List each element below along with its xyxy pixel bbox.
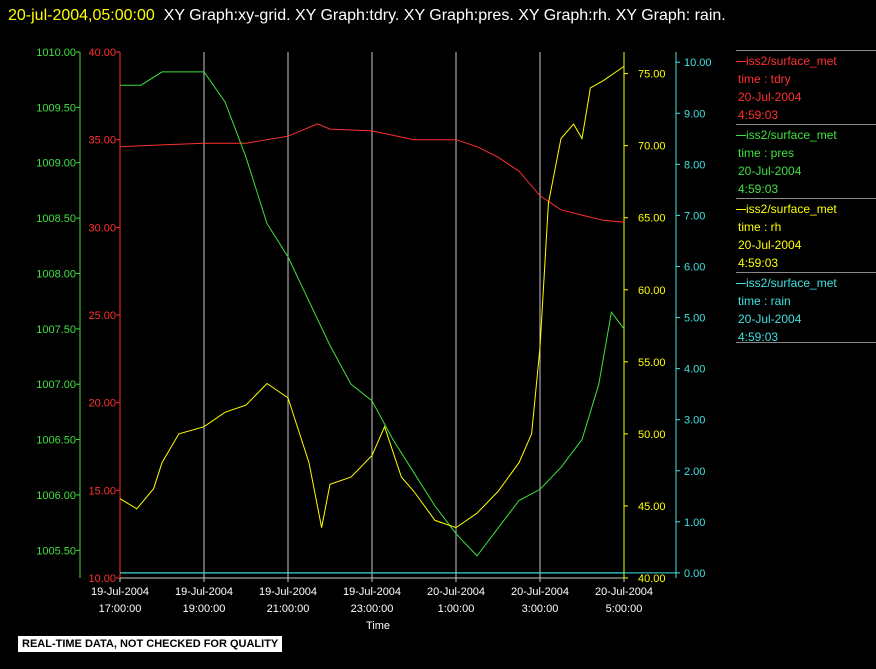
x-tick-label-time: 3:00:00 [522, 603, 559, 615]
x-tick-label-date: 20-Jul-2004 [511, 586, 569, 598]
tdry-tick-label: 15.00 [88, 485, 116, 497]
pres-tick-label: 1007.00 [36, 379, 76, 391]
tdry-tick-label: 20.00 [88, 398, 116, 410]
legend-series-time: 4:59:03 [738, 182, 779, 196]
x-tick-label-date: 19-Jul-2004 [259, 586, 317, 598]
series-line-pres [120, 71, 625, 557]
legend-series-time: 4:59:03 [738, 256, 779, 270]
tdry-tick-label: 40.00 [88, 47, 116, 59]
legend-entry-rain: iss2/surface_met time : rain 20-Jul-2004… [736, 272, 876, 344]
pres-tick-label: 1006.50 [36, 435, 76, 447]
x-tick-label-time: 5:00:00 [606, 603, 643, 615]
tdry-tick-label: 10.00 [88, 573, 116, 585]
x-tick-label-date: 19-Jul-2004 [175, 586, 233, 598]
legend-series-name: iss2/surface_met [736, 52, 876, 70]
legend-series-name: iss2/surface_met [736, 200, 876, 218]
legend: iss2/surface_met time : tdry 20-Jul-2004… [736, 50, 876, 344]
legend-series-var: time : pres [738, 146, 795, 160]
rh-tick-label: 75.00 [638, 69, 666, 81]
quality-warning-banner: REAL-TIME DATA, NOT CHECKED FOR QUALITY [18, 636, 283, 652]
header-graph-list: XY Graph:xy-grid. XY Graph:tdry. XY Grap… [163, 7, 726, 24]
x-axis-title: Time [366, 620, 390, 632]
pres-tick-label: 1005.50 [36, 545, 76, 557]
tdry-tick-label: 25.00 [88, 310, 116, 322]
rain-tick-label: 1.00 [684, 517, 705, 529]
legend-entry-pres: iss2/surface_met time : pres 20-Jul-2004… [736, 124, 876, 198]
x-tick-label-time: 21:00:00 [267, 603, 310, 615]
rh-tick-label: 70.00 [638, 141, 666, 153]
rh-tick-label: 50.00 [638, 429, 666, 441]
legend-series-var: time : rh [738, 220, 782, 234]
rain-tick-label: 8.00 [684, 159, 705, 171]
legend-series-var: time : tdry [738, 72, 791, 86]
pres-tick-label: 1009.00 [36, 158, 76, 170]
pres-tick-label: 1008.50 [36, 213, 76, 225]
pres-tick-label: 1007.50 [36, 324, 76, 336]
legend-series-name: iss2/surface_met [736, 126, 876, 144]
rh-tick-label: 55.00 [638, 357, 666, 369]
x-tick-label-time: 19:00:00 [183, 603, 226, 615]
series-line-tdry [119, 123, 625, 223]
series-line-rh [119, 65, 625, 529]
rain-tick-label: 9.00 [684, 108, 705, 120]
rh-tick-label: 45.00 [638, 501, 666, 513]
legend-entry-tdry: iss2/surface_met time : tdry 20-Jul-2004… [736, 50, 876, 124]
header-timestamp: 20-jul-2004,05:00:00 [8, 7, 155, 24]
rain-tick-label: 10.00 [684, 57, 712, 69]
legend-series-date: 20-Jul-2004 [738, 90, 802, 104]
rh-tick-label: 65.00 [638, 213, 666, 225]
legend-series-var: time : rain [738, 294, 791, 308]
rain-tick-label: 6.00 [684, 261, 705, 273]
chart-header: 20-jul-2004,05:00:00 XY Graph:xy-grid. X… [8, 3, 868, 29]
rain-tick-label: 3.00 [684, 415, 705, 427]
pres-tick-label: 1009.50 [36, 102, 76, 114]
rain-tick-label: 7.00 [684, 210, 705, 222]
rain-tick-label: 5.00 [684, 313, 705, 325]
rain-tick-label: 4.00 [684, 364, 705, 376]
rain-tick-label: 2.00 [684, 466, 705, 478]
rh-tick-label: 60.00 [638, 285, 666, 297]
legend-series-date: 20-Jul-2004 [738, 238, 802, 252]
x-tick-label-time: 17:00:00 [99, 603, 142, 615]
pres-tick-label: 1006.00 [36, 490, 76, 502]
x-tick-label-time: 1:00:00 [438, 603, 475, 615]
x-tick-label-date: 19-Jul-2004 [343, 586, 401, 598]
legend-series-time: 4:59:03 [738, 108, 779, 122]
x-tick-label-time: 23:00:00 [351, 603, 394, 615]
legend-series-time: 4:59:03 [738, 330, 779, 344]
pres-tick-label: 1008.00 [36, 268, 76, 280]
tdry-tick-label: 30.00 [88, 222, 116, 234]
x-tick-label-date: 20-Jul-2004 [427, 586, 485, 598]
legend-series-date: 20-Jul-2004 [738, 312, 802, 326]
tdry-tick-label: 35.00 [88, 135, 116, 147]
pres-tick-label: 1010.00 [36, 47, 76, 59]
legend-entry-rh: iss2/surface_met time : rh 20-Jul-2004 4… [736, 198, 876, 272]
rain-tick-label: 0.00 [684, 568, 705, 580]
legend-series-date: 20-Jul-2004 [738, 164, 802, 178]
x-tick-label-date: 20-Jul-2004 [595, 586, 653, 598]
x-tick-label-date: 19-Jul-2004 [91, 586, 149, 598]
rh-tick-label: 40.00 [638, 573, 666, 585]
legend-series-name: iss2/surface_met [736, 274, 876, 292]
